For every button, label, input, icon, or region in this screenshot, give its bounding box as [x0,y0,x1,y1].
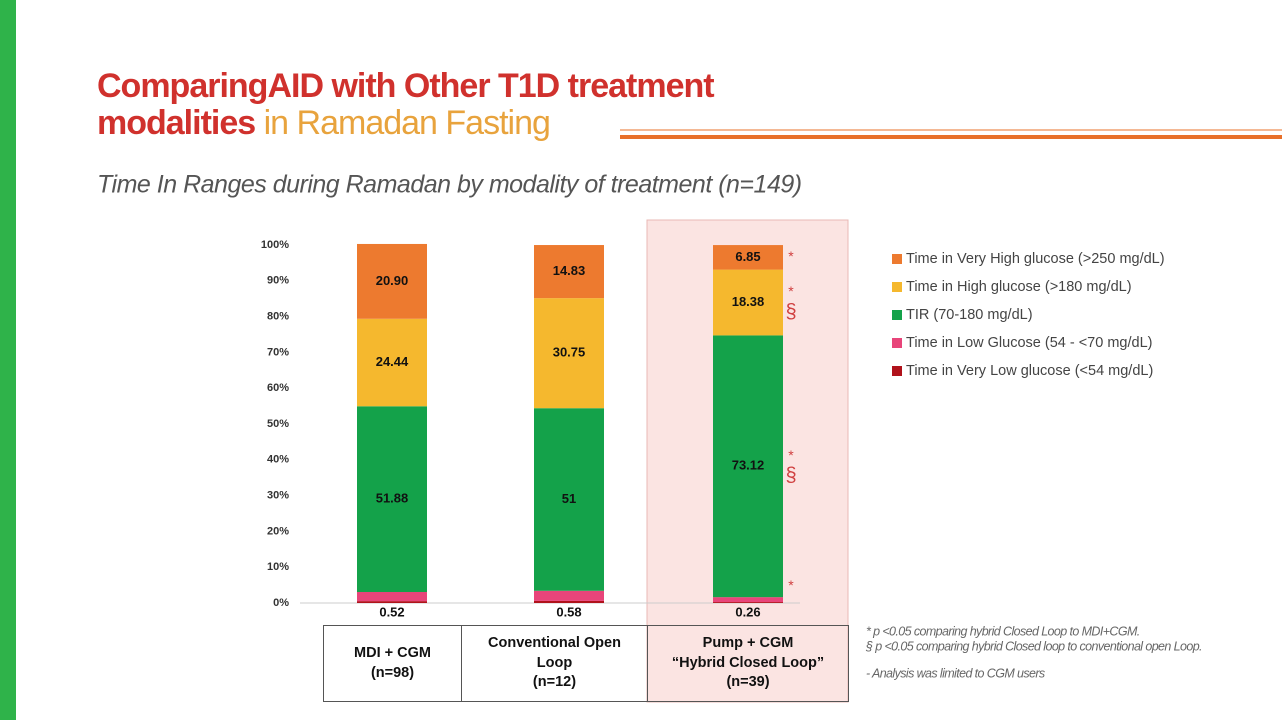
bar-segment [534,590,604,601]
bar-segment [357,592,427,602]
value-label: 51.88 [376,491,409,506]
significance-marker: * [788,248,794,264]
bar-segment [357,318,427,407]
value-label: 18.38 [732,294,765,309]
legend-swatch [892,310,902,320]
significance-marker: * [788,577,794,593]
value-label: 14.83 [553,263,586,278]
y-tick-label: 90% [267,275,289,287]
bar-segment [713,335,783,598]
footnote: * p <0.05 comparing hybrid Closed Loop t… [866,624,1140,638]
y-tick-label: 50% [267,418,289,430]
chart-title: Time In Ranges during Ramadan by modalit… [97,171,802,199]
bar-segment [357,243,427,319]
value-label: 24.44 [376,354,409,369]
category-cell: MDI + CGM (n=98) [323,625,462,702]
y-tick-label: 70% [267,346,289,358]
value-label: 20.90 [376,273,409,288]
bar-segment [713,602,783,603]
legend-swatch [892,282,902,292]
y-tick-label: 20% [267,525,289,537]
value-label: 51 [562,491,576,506]
y-tick-label: 40% [267,454,289,466]
value-label: 0.58 [556,604,581,619]
value-label: 73.12 [732,458,765,473]
bar-segment [534,600,604,603]
bar-segment [713,597,783,603]
significance-marker: * [788,283,794,299]
value-label: 6.85 [735,249,760,264]
legend-label: Time in High glucose (>180 mg/dL) [906,279,1132,295]
title-part: in Ramadan Fasting [264,104,550,142]
value-label: 30.75 [553,345,586,360]
legend-label: Time in Very Low glucose (<54 mg/dL) [906,363,1153,379]
legend-label: Time in Very High glucose (>250 mg/dL) [906,251,1165,267]
y-tick-label: 60% [267,382,289,394]
side-stripe [0,0,16,720]
bar-segment [357,406,427,593]
bar-segment [713,269,783,336]
legend-swatch [892,254,902,264]
legend-label: Time in Low Glucose (54 - <70 mg/dL) [906,335,1152,351]
significance-marker: § [785,465,796,487]
slide-title: ComparingAID with Other T1D treatment [97,67,714,105]
y-tick-label: 10% [267,561,289,573]
y-tick-label: 30% [267,490,289,502]
legend-swatch [892,338,902,348]
bar-segment [534,245,604,299]
legend-swatch [892,366,902,376]
footnote: § p <0.05 comparing hybrid Closed loop t… [865,639,1202,653]
bar-segment [357,601,427,603]
y-tick-label: 0% [273,597,289,609]
y-tick-label: 100% [261,239,289,251]
bar-segment [534,408,604,591]
value-label: 0.52 [379,604,404,619]
title-part: modalities [97,104,255,142]
bar-segment [534,298,604,409]
footnote: - Analysis was limited to CGM users [866,666,1045,680]
category-cell: Pump + CGM “Hybrid Closed Loop” (n=39) [647,625,849,702]
significance-marker: * [788,447,794,463]
slide-title-2: modalities in Ramadan Fasting [97,104,550,142]
y-tick-label: 80% [267,311,289,323]
bar-segment [713,245,783,270]
legend-label: TIR (70-180 mg/dL) [906,307,1033,323]
significance-marker: § [785,301,796,323]
value-label: 0.26 [735,604,760,619]
category-cell: Conventional Open Loop (n=12) [461,625,648,702]
